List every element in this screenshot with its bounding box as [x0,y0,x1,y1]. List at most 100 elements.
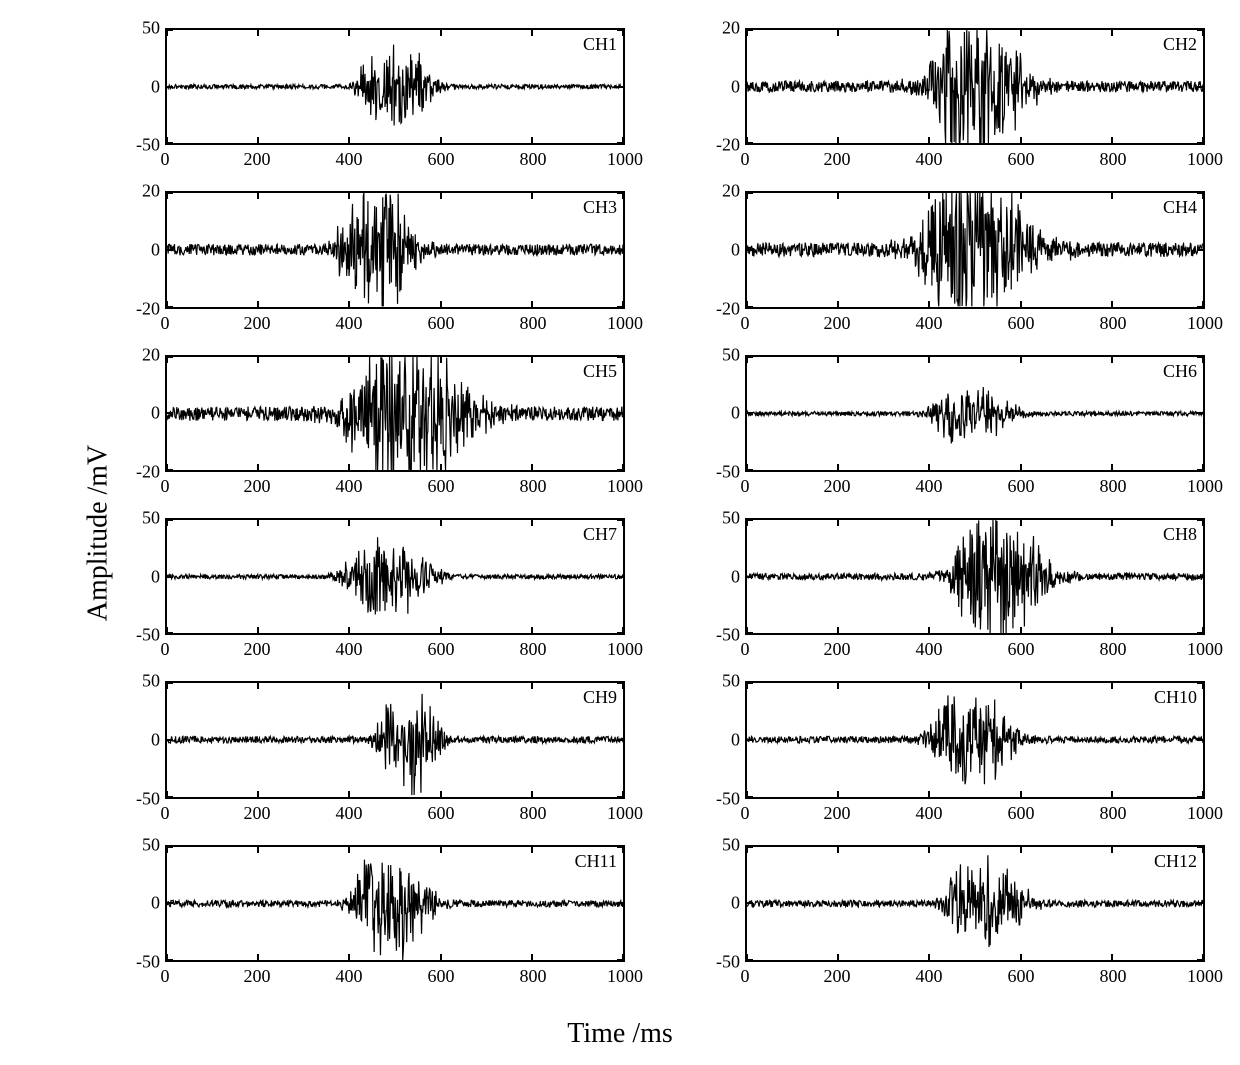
channel-label: CH11 [575,851,617,872]
xtick-label: 200 [244,313,271,334]
xtick-label: 600 [1008,966,1035,987]
ytick-label: 0 [731,403,740,424]
xtick-label: 800 [1100,149,1127,170]
xtick-label: 400 [336,149,363,170]
ytick-label: -50 [136,135,160,156]
channel-label: CH5 [583,361,617,382]
ytick-label: -20 [716,298,740,319]
xtick-label: 200 [244,639,271,660]
xtick-label: 0 [161,803,170,824]
channel-label: CH1 [583,34,617,55]
xtick-label: 0 [161,966,170,987]
waveform [167,683,623,796]
figure: Amplitude /mV Time /ms CH1-5005002004006… [20,20,1220,1045]
ytick-label: -50 [136,951,160,972]
ytick-label: 50 [722,834,740,855]
xtick-label: 0 [741,966,750,987]
xtick-label: 800 [520,639,547,660]
ytick-label: 0 [151,76,160,97]
xtick-label: 0 [741,313,750,334]
channel-label: CH9 [583,687,617,708]
plot-area: CH12 [745,845,1205,962]
waveform [167,520,623,633]
channel-label: CH4 [1163,197,1197,218]
plot-area: CH4 [745,191,1205,308]
ytick-label: 50 [722,507,740,528]
xtick-label: 600 [1008,476,1035,497]
waveform [167,193,623,306]
xtick-label: 800 [520,149,547,170]
xtick-label: 200 [824,313,851,334]
xtick-label: 600 [428,313,455,334]
xtick-label: 0 [161,476,170,497]
xtick-label: 1000 [1187,313,1223,334]
xtick-label: 800 [1100,476,1127,497]
xtick-label: 400 [336,313,363,334]
xtick-label: 400 [916,803,943,824]
waveform [747,847,1203,960]
panel-ch2: CH2-2002002004006008001000 [690,20,1210,173]
xtick-label: 0 [161,639,170,660]
waveform [747,357,1203,470]
xtick-label: 800 [1100,639,1127,660]
plot-area: CH11 [165,845,625,962]
ytick-label: -50 [716,625,740,646]
channel-label: CH10 [1154,687,1197,708]
xtick-label: 1000 [1187,966,1223,987]
ytick-label: 50 [142,834,160,855]
panel-ch7: CH7-5005002004006008001000 [110,510,630,663]
ytick-label: 0 [731,76,740,97]
xtick-label: 600 [428,966,455,987]
xtick-label: 600 [1008,149,1035,170]
panel-ch8: CH8-5005002004006008001000 [690,510,1210,663]
xtick-label: 600 [428,149,455,170]
xtick-label: 600 [1008,639,1035,660]
ytick-label: 20 [722,18,740,39]
xtick-label: 0 [161,313,170,334]
ytick-label: 0 [151,403,160,424]
ytick-label: 50 [722,344,740,365]
xtick-label: 600 [428,803,455,824]
plot-area: CH10 [745,681,1205,798]
ytick-label: -20 [716,135,740,156]
channel-label: CH3 [583,197,617,218]
waveform [167,357,623,470]
ytick-label: 0 [731,566,740,587]
xtick-label: 0 [161,149,170,170]
xtick-label: 1000 [607,476,643,497]
panel-ch5: CH5-2002002004006008001000 [110,347,630,500]
xtick-label: 200 [244,476,271,497]
plot-area: CH9 [165,681,625,798]
xtick-label: 1000 [607,313,643,334]
xtick-label: 200 [244,966,271,987]
xtick-label: 1000 [607,639,643,660]
plot-area: CH3 [165,191,625,308]
waveform [167,30,623,143]
xtick-label: 200 [244,803,271,824]
panel-ch3: CH3-2002002004006008001000 [110,183,630,336]
panel-ch1: CH1-5005002004006008001000 [110,20,630,173]
xtick-label: 400 [916,966,943,987]
plot-area: CH8 [745,518,1205,635]
ytick-label: 20 [142,344,160,365]
waveform [747,193,1203,306]
xtick-label: 400 [916,149,943,170]
xtick-label: 800 [1100,966,1127,987]
ytick-label: 50 [142,671,160,692]
xtick-label: 400 [916,476,943,497]
ytick-label: 50 [722,671,740,692]
xtick-label: 400 [336,476,363,497]
ytick-label: 50 [142,18,160,39]
xtick-label: 1000 [607,149,643,170]
panel-ch10: CH10-5005002004006008001000 [690,673,1210,826]
panel-ch4: CH4-2002002004006008001000 [690,183,1210,336]
channel-label: CH7 [583,524,617,545]
xtick-label: 800 [520,313,547,334]
xtick-label: 600 [1008,803,1035,824]
waveform [167,847,623,960]
xtick-label: 0 [741,639,750,660]
xtick-label: 1000 [1187,803,1223,824]
xtick-label: 200 [824,803,851,824]
xtick-label: 1000 [1187,639,1223,660]
ytick-label: -50 [716,461,740,482]
